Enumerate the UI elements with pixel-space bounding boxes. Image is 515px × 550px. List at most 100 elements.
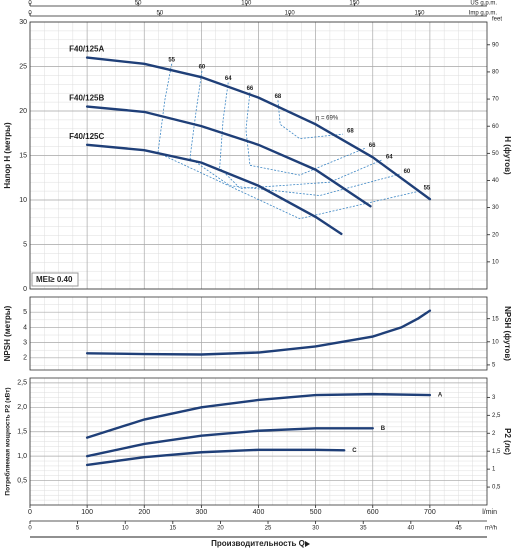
x2-tick-label: 150	[349, 1, 360, 7]
plot-frame	[29, 21, 488, 290]
x2-axis-label: Imp g.p.m.	[469, 11, 498, 17]
efficiency-label: 64	[225, 76, 232, 82]
x2-tick-label: 100	[285, 11, 296, 17]
x2-tick-label: 25	[265, 526, 272, 532]
y-axis-label: NPSH (метры)	[3, 305, 12, 361]
y-tick-label: 1,0	[17, 453, 27, 460]
plot-frame	[29, 296, 488, 371]
y2-tick-label: 15	[492, 316, 499, 322]
y2-tick-label: 30	[492, 205, 499, 211]
x2-tick-label: 0	[28, 526, 32, 532]
x-tick-label: 700	[424, 509, 436, 516]
efficiency-label: 55	[424, 186, 431, 192]
y2-tick-label: 20	[492, 232, 499, 238]
efficiency-line	[189, 70, 400, 196]
y-tick-label: 5	[23, 309, 27, 316]
x-tick-label: 100	[81, 509, 93, 516]
y2-tick-label: 3	[492, 395, 496, 401]
x2-tick-label: 30	[312, 526, 319, 532]
plot-frame	[29, 377, 488, 506]
y2-tick-label: 10	[492, 339, 499, 345]
y-axis-label: Напор H (метры)	[3, 122, 12, 189]
series-line	[85, 448, 346, 467]
y-tick-label: 20	[19, 108, 27, 115]
x2-tick-label: 100	[241, 1, 252, 7]
efficiency-label: 55	[168, 57, 175, 63]
x-tick-label: 600	[367, 509, 379, 516]
y2-tick-label: 0,5	[492, 485, 501, 491]
y2-tick-label: 90	[492, 42, 499, 48]
series-line	[85, 56, 432, 201]
efficiency-label: 68	[275, 94, 282, 100]
series-label: B	[381, 426, 386, 432]
y-tick-label: 0	[23, 286, 27, 293]
series-line	[85, 427, 374, 458]
efficiency-label: 64	[386, 155, 393, 161]
y2-axis-label: NPSH (футов)	[503, 306, 512, 361]
y2-tick-label: 1	[492, 467, 496, 473]
y-tick-label: 2	[23, 355, 27, 362]
y-tick-label: 25	[19, 63, 27, 70]
y2-axis-label: P2 (лс)	[503, 428, 512, 455]
x2-tick-label: 35	[360, 526, 367, 532]
x-axis-label: l/min	[482, 509, 497, 516]
efficiency-line	[245, 92, 365, 176]
series-line	[85, 309, 432, 356]
y2-tick-label: 10	[492, 259, 499, 265]
efficiency-label: 68	[347, 129, 354, 135]
efficiency-peak: η = 69%	[316, 116, 339, 122]
series-label: F40/125A	[69, 45, 104, 54]
x2-axis-label: m³/h	[485, 526, 497, 532]
x2-tick-label: 45	[455, 526, 462, 532]
x2-tick-label: 40	[407, 526, 414, 532]
x-axis-title: Производительность Q	[211, 539, 305, 548]
efficiency-label: 60	[199, 65, 206, 71]
x2-tick-label: 0	[28, 1, 32, 7]
efficiency-line	[157, 63, 420, 220]
y2-tick-label: 80	[492, 70, 499, 76]
y-tick-label: 3	[23, 339, 27, 346]
arrow	[305, 541, 310, 547]
efficiency-line	[277, 100, 344, 140]
x2-tick-label: 50	[135, 1, 142, 7]
y-axis-label: Потребляемая мощность P2 (кВт)	[4, 387, 12, 495]
x2-tick-label: 10	[122, 526, 129, 532]
x2-tick-label: 15	[169, 526, 176, 532]
y-tick-label: 4	[23, 324, 27, 331]
y2-tick-label: 40	[492, 178, 499, 184]
y2-tick-label: 5	[492, 362, 496, 368]
y-tick-label: 5	[23, 241, 27, 248]
x2-tick-label: 20	[217, 526, 224, 532]
y2-tick-label: 60	[492, 124, 499, 130]
x-tick-label: 300	[196, 509, 208, 516]
annotation-box	[31, 272, 79, 287]
series-label: C	[352, 448, 357, 454]
x2-tick-label: 5	[76, 526, 80, 532]
y2-tick-label: 1,5	[492, 449, 501, 455]
x-tick-label: 400	[253, 509, 265, 516]
y-tick-label: 0,5	[17, 477, 27, 484]
y-tick-label: 2,0	[17, 404, 27, 411]
x-tick-label: 200	[138, 509, 150, 516]
y2-axis-label: H (футов)	[503, 136, 512, 175]
y2-tick-label: 2,5	[492, 413, 501, 419]
x2-tick-label: 50	[156, 11, 163, 17]
x2-axis-label: US g.p.m.	[470, 1, 497, 7]
y2-unit: feet	[492, 17, 502, 23]
series-label: F40/125C	[69, 132, 104, 141]
y2-tick-label: 50	[492, 151, 499, 157]
y-tick-label: 30	[19, 19, 27, 26]
y2-tick-label: 2	[492, 431, 496, 437]
efficiency-line	[219, 82, 383, 189]
x-tick-label: 500	[310, 509, 322, 516]
efficiency-label: 60	[404, 169, 411, 175]
efficiency-label: 66	[247, 86, 254, 92]
y-tick-label: 1,5	[17, 429, 27, 436]
series-label: F40/125B	[69, 94, 104, 103]
efficiency-label: 66	[369, 143, 376, 149]
y-tick-label: 10	[19, 197, 27, 204]
series-label: A	[438, 393, 443, 399]
annotation: MEI≥ 0.40	[36, 275, 73, 284]
series-line	[85, 105, 372, 208]
